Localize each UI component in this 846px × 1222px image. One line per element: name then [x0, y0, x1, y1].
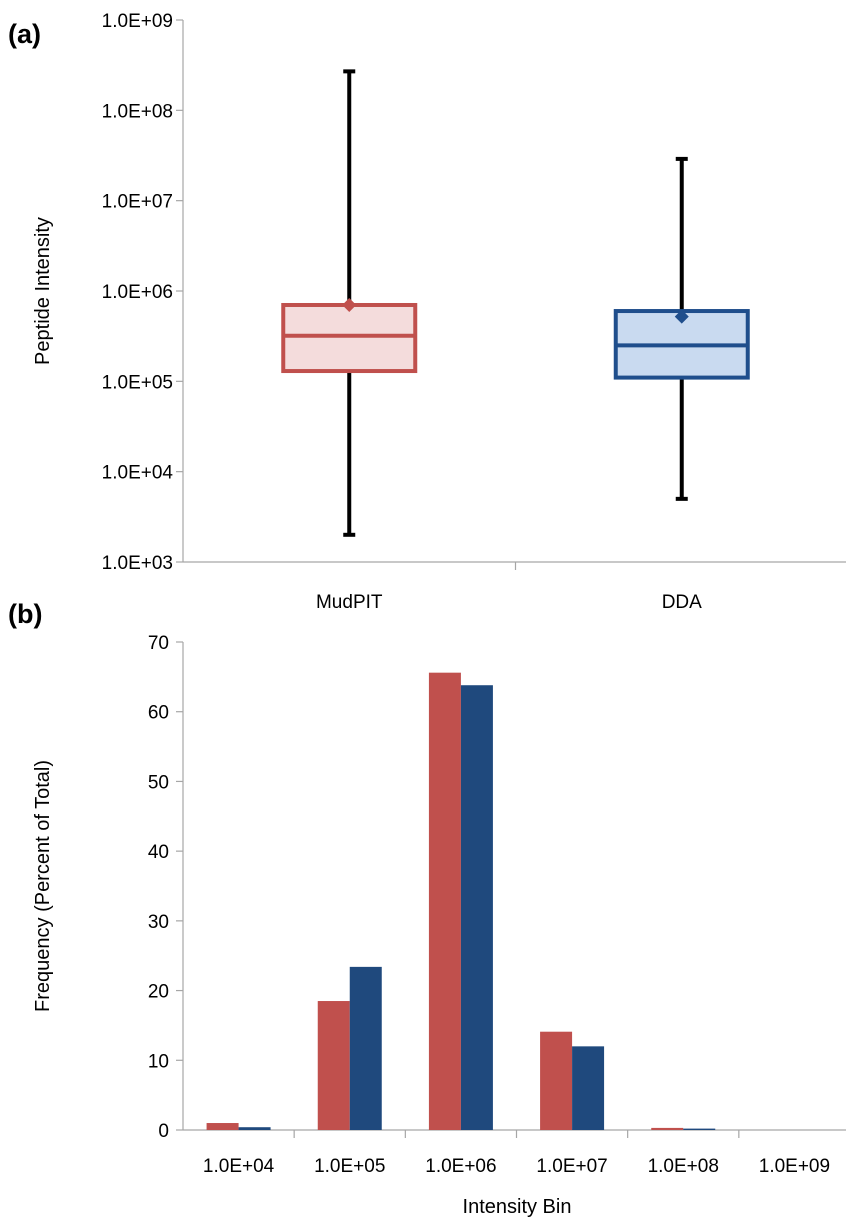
y-tick-label: 1.0E+09	[102, 11, 173, 32]
x-category-label: 1.0E+06	[425, 1156, 496, 1177]
x-category-label: 1.0E+04	[203, 1156, 275, 1177]
mean-marker	[342, 297, 357, 312]
y-tick-label: 60	[148, 703, 169, 724]
bar-series-1	[428, 672, 461, 1130]
bar-series-1	[540, 1031, 573, 1130]
y-tick-label: 70	[148, 633, 169, 654]
x-category-label: 1.0E+05	[314, 1156, 385, 1177]
panel-a-boxplot: (a) Peptide Intensity 1.0E+031.0E+041.0E…	[8, 11, 846, 613]
y-tick-label: 10	[148, 1051, 169, 1072]
box-iqr	[281, 302, 418, 374]
bar-series-2	[460, 685, 493, 1130]
x-category-label: 1.0E+09	[759, 1156, 830, 1177]
panel-b-bars	[206, 672, 716, 1130]
y-tick-label: 1.0E+07	[102, 192, 173, 213]
panel-b-x-ticks: 1.0E+04 1.0E+05 1.0E+06 1.0E+07 1.0E+08 1.0E+…	[203, 1130, 830, 1177]
bar-series-1	[651, 1127, 684, 1130]
panel-b-x-axis-title: Intensity Bin	[463, 1196, 572, 1218]
y-tick-label: 0	[158, 1121, 169, 1142]
panel-a-y-axis-title: Peptide Intensity	[32, 217, 54, 365]
y-tick-label: 1.0E+06	[102, 282, 173, 303]
bar-series-2	[349, 966, 382, 1130]
y-tick-label: 40	[148, 842, 169, 863]
x-category-label: 1.0E+07	[536, 1156, 607, 1177]
x-category-label: 1.0E+08	[648, 1156, 719, 1177]
panel-b-histogram: (b) Frequency (Percent of Total) Intensi…	[8, 599, 846, 1218]
y-tick-label: 1.0E+04	[102, 463, 174, 484]
bar-series-1	[206, 1123, 239, 1130]
bar-series-1	[317, 1001, 350, 1130]
y-tick-label: 50	[148, 772, 169, 793]
y-tick-label: 1.0E+08	[102, 101, 173, 122]
panel-b-y-ticks: 0 10 20 30 40 50 60 70	[148, 633, 183, 1142]
panel-a-x-ticks: MudPIT DDA	[316, 562, 702, 613]
bar-series-2	[683, 1128, 716, 1130]
box-dda	[613, 156, 750, 501]
bar-series-2	[238, 1127, 271, 1130]
x-category-label: DDA	[662, 592, 702, 613]
y-tick-label: 30	[148, 912, 169, 933]
panel-b-y-axis-title: Frequency (Percent of Total)	[32, 760, 54, 1012]
bar-series-2	[572, 1046, 605, 1130]
panel-a-y-ticks: 1.0E+03 1.0E+04 1.0E+05 1.0E+06 1.0E+07 1.0E+…	[102, 11, 183, 574]
mean-marker	[674, 309, 689, 324]
panel-a-label: (a)	[8, 19, 41, 49]
box-mudpit	[281, 69, 418, 537]
y-tick-label: 1.0E+05	[102, 372, 173, 393]
x-category-label: MudPIT	[316, 592, 383, 613]
y-tick-label: 20	[148, 982, 169, 1003]
y-tick-label: 1.0E+03	[102, 553, 173, 574]
panel-b-label: (b)	[8, 599, 42, 629]
panel-a-boxes	[281, 69, 750, 537]
